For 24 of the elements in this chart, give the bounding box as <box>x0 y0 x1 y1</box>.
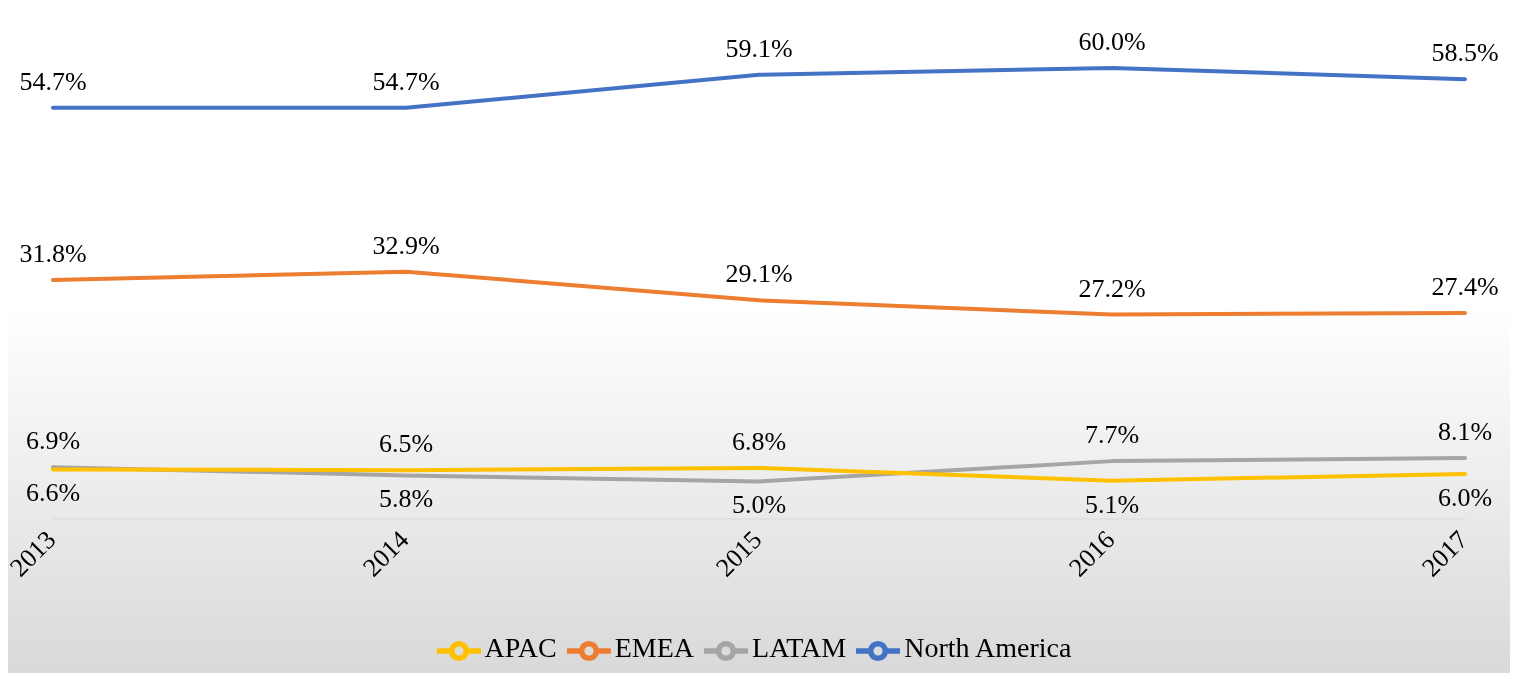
data-label: 58.5% <box>1431 38 1499 68</box>
data-label: 54.7% <box>372 66 440 96</box>
data-label: 6.8% <box>731 426 787 456</box>
data-label: 27.4% <box>1431 272 1499 302</box>
legend-label: LATAM <box>752 632 847 664</box>
data-label: 31.8% <box>19 238 87 268</box>
data-label: 5.8% <box>378 484 434 514</box>
legend-label: APAC <box>484 632 557 664</box>
data-label: 27.2% <box>1078 273 1146 303</box>
legend-label: EMEA <box>614 632 695 664</box>
data-label: 29.1% <box>725 259 793 289</box>
data-label: 6.0% <box>1437 482 1493 512</box>
data-label: 8.1% <box>1437 417 1493 447</box>
data-label: 7.7% <box>1084 420 1140 450</box>
data-label: 54.7% <box>19 66 87 96</box>
data-label: 5.1% <box>1084 489 1140 519</box>
data-label: 60.0% <box>1078 27 1146 56</box>
data-label: 5.0% <box>731 490 787 520</box>
legend-label: North America <box>904 632 1072 664</box>
data-label: 6.5% <box>378 429 434 459</box>
data-label: 6.9% <box>25 426 81 456</box>
data-label: 59.1% <box>725 33 793 63</box>
data-label: 32.9% <box>372 230 440 260</box>
data-label: 6.6% <box>25 478 81 508</box>
